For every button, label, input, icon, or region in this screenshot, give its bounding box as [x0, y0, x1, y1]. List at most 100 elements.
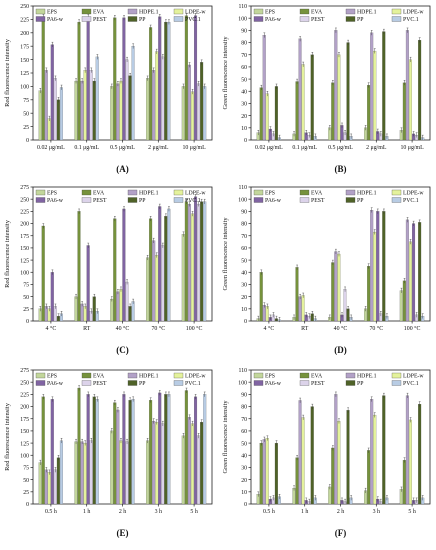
bar-eps: [110, 86, 114, 141]
bar-ldpe-w: [265, 93, 269, 141]
y-tick-label: 100: [238, 197, 247, 203]
legend-swatch: [299, 372, 310, 379]
legend-label: PP: [139, 198, 145, 204]
bar-ldpe-w: [408, 59, 413, 141]
bar-pp: [418, 222, 422, 322]
legend-label: PA6-w: [47, 198, 64, 204]
y-tick-label: 250: [20, 197, 29, 203]
x-tick-label: 0.1 μg/mL: [74, 145, 99, 151]
legend-swatch: [127, 8, 138, 15]
y-tick-label: 125: [20, 71, 29, 77]
bar-hdpe-1: [187, 203, 191, 322]
bar-hdpe-1: [152, 240, 156, 322]
y-tick-label: 175: [20, 417, 29, 423]
chart-panel-5: 0 25 50 75 100 125 150 175 200 225 250 275 Red fluor…: [4, 368, 213, 538]
y-tick-label: 175: [20, 44, 29, 50]
y-tick-label: 225: [20, 210, 29, 216]
y-tick-label: 125: [20, 441, 29, 447]
y-tick-label: 30: [241, 466, 247, 472]
bar-pvc-1: [131, 46, 135, 141]
bar-ldpe-w: [83, 70, 87, 141]
bar-eps: [181, 435, 185, 505]
bar-hdpe-1: [405, 219, 409, 322]
x-tick-label: 0.5 μg/mL: [328, 145, 353, 151]
legend-swatch: [345, 16, 356, 22]
legend-label: LDPE-w: [185, 374, 206, 380]
legend-swatch: [253, 8, 264, 15]
bar-eva: [77, 211, 81, 322]
x-tick-label: RT: [301, 326, 309, 332]
y-tick-label: 50: [23, 111, 29, 117]
x-tick-label: 2 μg/mL: [366, 145, 387, 151]
y-tick-label: 40: [241, 270, 247, 276]
bar-pvc-1: [167, 208, 171, 322]
legend-label: LDPE-w: [403, 10, 424, 16]
bar-eva: [149, 27, 153, 141]
legend-swatch: [127, 189, 138, 196]
legend-label: HDPE.1: [139, 191, 159, 197]
y-tick-label: 0: [244, 502, 247, 508]
legend-swatch: [35, 197, 46, 203]
bar-ldpe-w: [83, 442, 87, 505]
legend-label: PEST: [311, 381, 325, 387]
bar-ldpe-w: [373, 231, 377, 322]
legend-label: EPS: [47, 374, 57, 380]
legend-swatch: [173, 189, 184, 196]
y-tick-label: 175: [20, 234, 29, 240]
bar-pp: [274, 442, 278, 505]
bar-eva: [41, 396, 45, 505]
bar-ldpe-w: [155, 51, 159, 141]
bar-ldpe-w: [337, 54, 341, 141]
y-tick-label: 60: [241, 65, 247, 71]
bar-ldpe-w: [155, 422, 159, 505]
bar-pp: [56, 99, 60, 141]
y-tick-label: 80: [241, 41, 247, 47]
bar-pp: [346, 410, 350, 505]
bar-ldpe-w: [190, 91, 195, 141]
legend-swatch: [391, 380, 402, 386]
bar-hdpe-1: [370, 210, 374, 322]
x-tick-label: 0.5 μg/mL: [110, 145, 135, 151]
panel-label: (A): [116, 164, 129, 174]
chart-panel-4: 0 10 20 30 40 50 60 70 80 90 100 110 Green fluoresce…: [222, 185, 431, 355]
bar-pp: [418, 40, 422, 141]
legend-label: PVC.1: [185, 381, 201, 387]
legend-swatch: [173, 197, 184, 203]
legend: EPS EVA HDPE.1 LDPE-w PA6-w PEST PP PVC.1: [35, 372, 206, 387]
legend-swatch: [391, 16, 402, 22]
y-tick-label: 0: [244, 319, 247, 325]
bar-pa6-w: [50, 272, 54, 322]
y-tick-label: 90: [241, 393, 247, 399]
bar-pp: [164, 216, 168, 322]
legend-swatch: [299, 189, 310, 196]
legend-label: EPS: [47, 10, 57, 16]
y-tick-label: 0: [26, 138, 29, 144]
bar-hdpe-1: [152, 421, 156, 505]
legend-label: PVC.1: [403, 381, 419, 387]
x-tick-label: 0.5 h: [45, 509, 57, 515]
y-tick-label: 200: [20, 31, 29, 37]
y-axis-label: Red fluorescence intensity: [4, 219, 11, 288]
y-tick-label: 25: [23, 490, 29, 496]
x-tick-label: 0.5 h: [263, 509, 275, 515]
bar-eva: [295, 81, 299, 141]
legend-label: HDPE.1: [139, 10, 159, 16]
bar-hdpe-1: [80, 303, 84, 322]
legend: EPS EVA HDPE.1 LDPE-w PA6-w PEST PP PVC.1: [253, 189, 424, 204]
x-tick-label: 100 °C: [186, 325, 203, 332]
y-tick-label: 0: [244, 138, 247, 144]
bar-ldpe-w: [119, 80, 123, 141]
legend-swatch: [299, 16, 310, 22]
bar-eps: [110, 298, 114, 322]
panel-label: (D): [334, 345, 347, 355]
bar-eva: [41, 16, 45, 141]
bar-eps: [146, 78, 150, 141]
chart-panel-1: 0 25 50 75 100 125 150 175 200 225 250 Red fluoresc…: [4, 4, 213, 174]
legend-label: EVA: [311, 10, 323, 16]
bar-pest: [89, 70, 93, 141]
legend-label: EVA: [93, 191, 105, 197]
legend-label: EPS: [265, 191, 275, 197]
legend: EPS EVA HDPE.1 LDPE-w PA6-w PEST PP PVC.1: [35, 8, 206, 23]
y-tick-label: 50: [23, 478, 29, 484]
legend-label: EPS: [47, 191, 57, 197]
